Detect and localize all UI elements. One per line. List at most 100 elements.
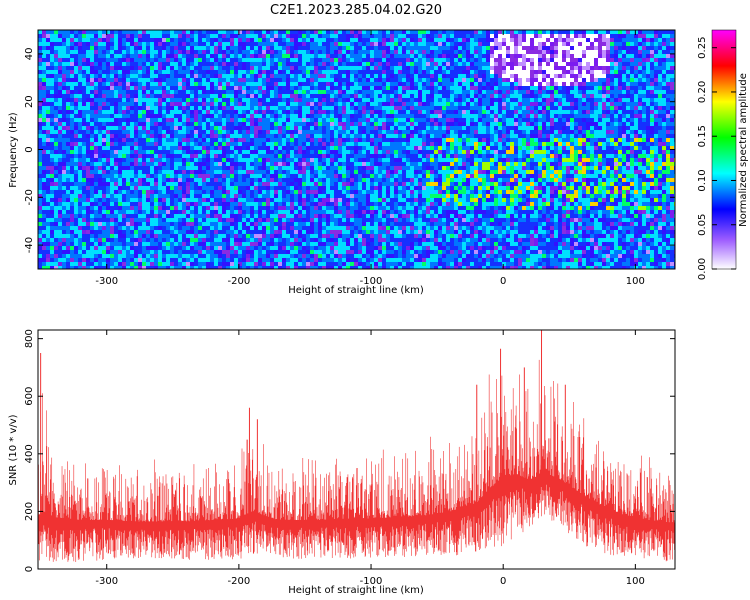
heatmap-cell <box>230 118 234 122</box>
heatmap-cell <box>86 74 90 78</box>
heatmap-cell <box>366 34 370 38</box>
heatmap-cell <box>342 94 346 98</box>
heatmap-cell <box>126 266 130 269</box>
heatmap-cell <box>66 258 70 262</box>
heatmap-cell <box>318 106 322 110</box>
heatmap-cell <box>162 178 166 182</box>
heatmap-cell <box>86 174 90 178</box>
heatmap-cell <box>50 166 54 170</box>
heatmap-cell <box>274 70 278 74</box>
heatmap-cell <box>218 234 222 238</box>
heatmap-cell <box>122 170 126 174</box>
heatmap-cell <box>330 186 334 190</box>
heatmap-cell <box>230 130 234 134</box>
heatmap-cell <box>286 202 290 206</box>
heatmap-cell <box>134 58 138 62</box>
heatmap-cell <box>150 122 154 126</box>
heatmap-cell <box>330 74 334 78</box>
heatmap-cell <box>306 222 310 226</box>
heatmap-cell <box>318 166 322 170</box>
heatmap-cell <box>202 238 206 242</box>
heatmap-cell <box>126 78 130 82</box>
heatmap-cell <box>290 230 294 234</box>
heatmap-cell <box>234 174 238 178</box>
heatmap-cell <box>310 94 314 98</box>
heatmap-cell <box>206 154 210 158</box>
heatmap-cell <box>338 246 342 250</box>
heatmap-cell <box>162 230 166 234</box>
heatmap-cell <box>286 90 290 94</box>
heatmap-cell <box>38 74 42 78</box>
heatmap-cell <box>174 142 178 146</box>
heatmap-cell <box>198 250 202 254</box>
heatmap-cell <box>322 230 326 234</box>
heatmap-cell <box>362 198 366 202</box>
heatmap-cell <box>134 186 138 190</box>
heatmap-cell <box>130 34 134 38</box>
heatmap-cell <box>330 166 334 170</box>
heatmap-cell <box>46 98 50 102</box>
heatmap-cell <box>326 134 330 138</box>
heatmap-cell <box>290 118 294 122</box>
heatmap-cell <box>186 202 190 206</box>
heatmap-cell <box>94 94 98 98</box>
heatmap-cell <box>222 102 226 106</box>
heatmap-cell <box>138 142 142 146</box>
heatmap-cell <box>234 58 238 62</box>
heatmap-cell <box>254 130 258 134</box>
heatmap-cell <box>82 222 86 226</box>
heatmap-cell <box>126 146 130 150</box>
heatmap-cell <box>62 38 66 42</box>
heatmap-cell <box>218 198 222 202</box>
heatmap-cell <box>310 162 314 166</box>
heatmap-cell <box>274 222 278 226</box>
heatmap-cell <box>174 154 178 158</box>
heatmap-cell <box>134 86 138 90</box>
heatmap-cell <box>318 182 322 186</box>
heatmap-cell <box>54 30 58 34</box>
heatmap-cell <box>174 122 178 126</box>
heatmap-cell <box>142 30 146 34</box>
heatmap-cell <box>310 30 314 34</box>
heatmap-cell <box>242 202 246 206</box>
heatmap-cell <box>114 82 118 86</box>
heatmap-cell <box>78 254 82 258</box>
heatmap-cell <box>270 194 274 198</box>
heatmap-cell <box>338 54 342 58</box>
heatmap-cell <box>202 154 206 158</box>
heatmap-cell <box>318 222 322 226</box>
heatmap-cell <box>270 202 274 206</box>
heatmap-cell <box>38 54 42 58</box>
heatmap-cell <box>130 230 134 234</box>
heatmap-cell <box>234 206 238 210</box>
heatmap-cell <box>74 138 78 142</box>
heatmap-cell <box>118 234 122 238</box>
heatmap-cell <box>70 182 74 186</box>
heatmap-cell <box>246 110 250 114</box>
heatmap-cell <box>58 194 62 198</box>
heatmap-cell <box>86 94 90 98</box>
heatmap-cell <box>114 50 118 54</box>
heatmap-cell <box>350 242 354 246</box>
heatmap-cell <box>246 250 250 254</box>
heatmap-cell <box>294 166 298 170</box>
heatmap-cell <box>46 102 50 106</box>
heatmap-cell <box>338 66 342 70</box>
heatmap-cell <box>226 122 230 126</box>
heatmap-cell <box>218 254 222 258</box>
heatmap-cell <box>298 154 302 158</box>
heatmap-cell <box>266 150 270 154</box>
heatmap-cell <box>314 198 318 202</box>
heatmap-cell <box>126 250 130 254</box>
heatmap-cell <box>270 218 274 222</box>
heatmap-cell <box>154 178 158 182</box>
heatmap-cell <box>162 198 166 202</box>
heatmap-cell <box>126 198 130 202</box>
heatmap-cell <box>178 214 182 218</box>
heatmap-cell <box>318 42 322 46</box>
heatmap-cell <box>274 218 278 222</box>
heatmap-cell <box>90 78 94 82</box>
heatmap-cell <box>170 122 174 126</box>
heatmap-cell <box>362 78 366 82</box>
heatmap-cell <box>294 114 298 118</box>
